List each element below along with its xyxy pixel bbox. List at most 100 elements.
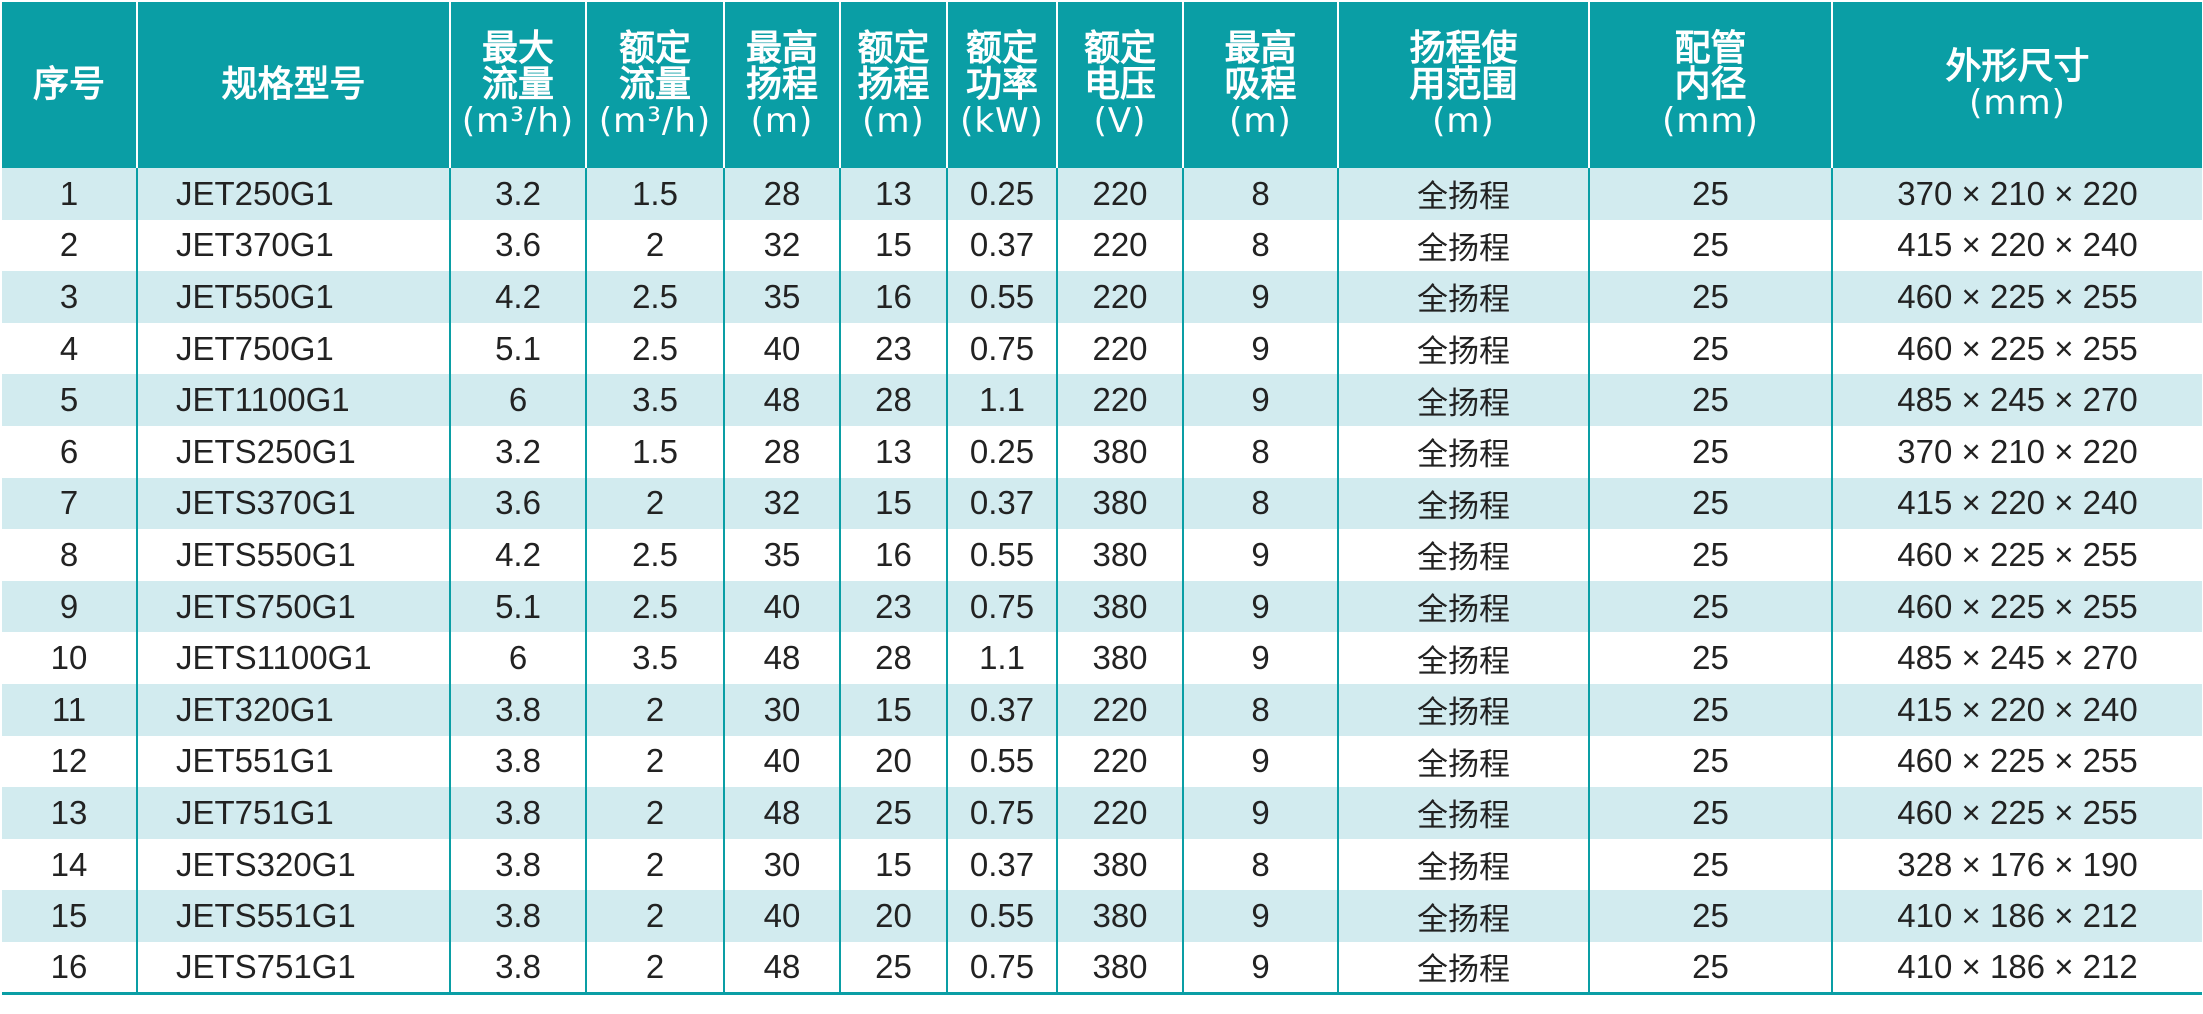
cell-max-flow: 5.1 [449,322,586,375]
header-unit: (kW) [960,101,1044,141]
cell-index: 12 [2,735,137,788]
cell-rated-head: 25 [839,941,947,995]
cell-max-flow: 3.8 [449,683,586,736]
cell-rated-head: 28 [839,632,947,684]
header-dimensions: 外形尺寸 (mm) [1831,2,2202,168]
cell-head-range: 全扬程 [1337,735,1589,788]
cell-rated-head: 16 [839,271,947,323]
cell-rated-head: 13 [839,425,947,478]
table-row: 5 JET1100G1 6 3.5 48 28 1.1 220 9 全扬程 25 485 × 245 … [2,374,2202,426]
cell-max-flow: 3.8 [449,838,586,891]
cell-rated-flow: 2 [585,890,724,942]
cell-max-suction: 9 [1182,271,1338,323]
header-label-line: 最高 [1224,28,1297,69]
cell-model: JETS370G1 [136,477,450,530]
header-label-line: 吸程 [1224,64,1297,105]
cell-head-range: 全扬程 [1337,941,1589,995]
cell-pipe-diameter: 25 [1588,580,1832,633]
cell-rated-power: 0.75 [946,941,1057,995]
cell-index: 14 [2,838,137,891]
header-label-line: 额定 [857,28,930,69]
cell-rated-voltage: 380 [1056,580,1183,633]
cell-head-range: 全扬程 [1337,787,1589,839]
table-row: 13 JET751G1 3.8 2 48 25 0.75 220 9 全扬程 25 460 × 225… [2,787,2202,839]
table-row: 16 JETS751G1 3.8 2 48 25 0.75 380 9 全扬程 25 410 × 18… [2,941,2202,995]
cell-max-head: 40 [723,580,840,633]
cell-dimensions: 485 × 245 × 270 [1831,374,2202,426]
cell-max-suction: 8 [1182,425,1338,478]
cell-rated-power: 0.37 [946,477,1057,530]
cell-pipe-diameter: 25 [1588,168,1832,220]
cell-head-range: 全扬程 [1337,322,1589,375]
cell-max-flow: 3.6 [449,219,586,272]
header-label-line: 内径 [1674,64,1747,105]
cell-index: 3 [2,271,137,323]
cell-rated-voltage: 380 [1056,425,1183,478]
cell-dimensions: 415 × 220 × 240 [1831,683,2202,736]
cell-model: JET250G1 [136,168,450,220]
header-label-line: 流量 [481,64,554,105]
cell-dimensions: 460 × 225 × 255 [1831,529,2202,581]
cell-rated-power: 0.55 [946,529,1057,581]
cell-model: JET320G1 [136,683,450,736]
cell-rated-voltage: 220 [1056,271,1183,323]
header-label-line: 扬程 [857,64,930,105]
cell-max-head: 35 [723,529,840,581]
cell-rated-power: 0.25 [946,168,1057,220]
header-label-line: 最高 [745,28,818,69]
cell-rated-voltage: 220 [1056,683,1183,736]
cell-model: JETS320G1 [136,838,450,891]
cell-rated-head: 23 [839,322,947,375]
cell-max-suction: 9 [1182,374,1338,426]
cell-model: JET1100G1 [136,374,450,426]
cell-dimensions: 460 × 225 × 255 [1831,580,2202,633]
table-header-row: 序号 规格型号 最大 流量 (m³/h) 额定 流量 (m³/h) 最高 扬程 (m) 额定 扬程 (m)… [2,2,2202,168]
cell-max-suction: 8 [1182,477,1338,530]
header-label-line: 功率 [965,64,1038,105]
cell-rated-voltage: 220 [1056,735,1183,788]
header-label-line: 额定 [965,28,1038,69]
cell-pipe-diameter: 25 [1588,735,1832,788]
cell-max-head: 30 [723,683,840,736]
cell-rated-head: 15 [839,477,947,530]
cell-rated-head: 15 [839,838,947,891]
cell-rated-power: 0.75 [946,787,1057,839]
cell-index: 15 [2,890,137,942]
cell-dimensions: 460 × 225 × 255 [1831,787,2202,839]
header-index: 序号 [2,2,137,168]
header-label-line: 扬程使 [1409,28,1518,69]
header-label-line: 用范围 [1409,64,1518,105]
cell-head-range: 全扬程 [1337,529,1589,581]
cell-max-head: 32 [723,477,840,530]
cell-max-flow: 4.2 [449,529,586,581]
cell-head-range: 全扬程 [1337,580,1589,633]
cell-index: 4 [2,322,137,375]
cell-rated-power: 0.75 [946,322,1057,375]
table-row: 3 JET550G1 4.2 2.5 35 16 0.55 220 9 全扬程 25 460 × 22… [2,271,2202,323]
table-row: 11 JET320G1 3.8 2 30 15 0.37 220 8 全扬程 25 415 × 220… [2,683,2202,736]
header-unit: (m) [1432,101,1495,141]
table-row: 6 JETS250G1 3.2 1.5 28 13 0.25 380 8 全扬程 25 370 × 2… [2,425,2202,478]
cell-model: JET551G1 [136,735,450,788]
cell-index: 16 [2,941,137,995]
table-row: 2 JET370G1 3.6 2 32 15 0.37 220 8 全扬程 25 415 × 220 … [2,219,2202,272]
table-row: 14 JETS320G1 3.8 2 30 15 0.37 380 8 全扬程 25 328 × 17… [2,838,2202,891]
header-max-suction: 最高 吸程 (m) [1182,2,1338,168]
cell-max-suction: 9 [1182,632,1338,684]
cell-rated-voltage: 380 [1056,838,1183,891]
cell-rated-voltage: 220 [1056,168,1183,220]
header-label-line: 电压 [1083,64,1156,105]
table-row: 4 JET750G1 5.1 2.5 40 23 0.75 220 9 全扬程 25 460 × 22… [2,322,2202,375]
cell-model: JET370G1 [136,219,450,272]
cell-rated-head: 25 [839,787,947,839]
cell-pipe-diameter: 25 [1588,941,1832,995]
cell-max-head: 32 [723,219,840,272]
cell-max-flow: 5.1 [449,580,586,633]
cell-pipe-diameter: 25 [1588,683,1832,736]
cell-max-suction: 8 [1182,838,1338,891]
cell-max-flow: 3.6 [449,477,586,530]
header-label-line: 规格型号 [221,64,366,105]
cell-max-suction: 9 [1182,322,1338,375]
cell-model: JET750G1 [136,322,450,375]
cell-rated-flow: 2 [585,838,724,891]
